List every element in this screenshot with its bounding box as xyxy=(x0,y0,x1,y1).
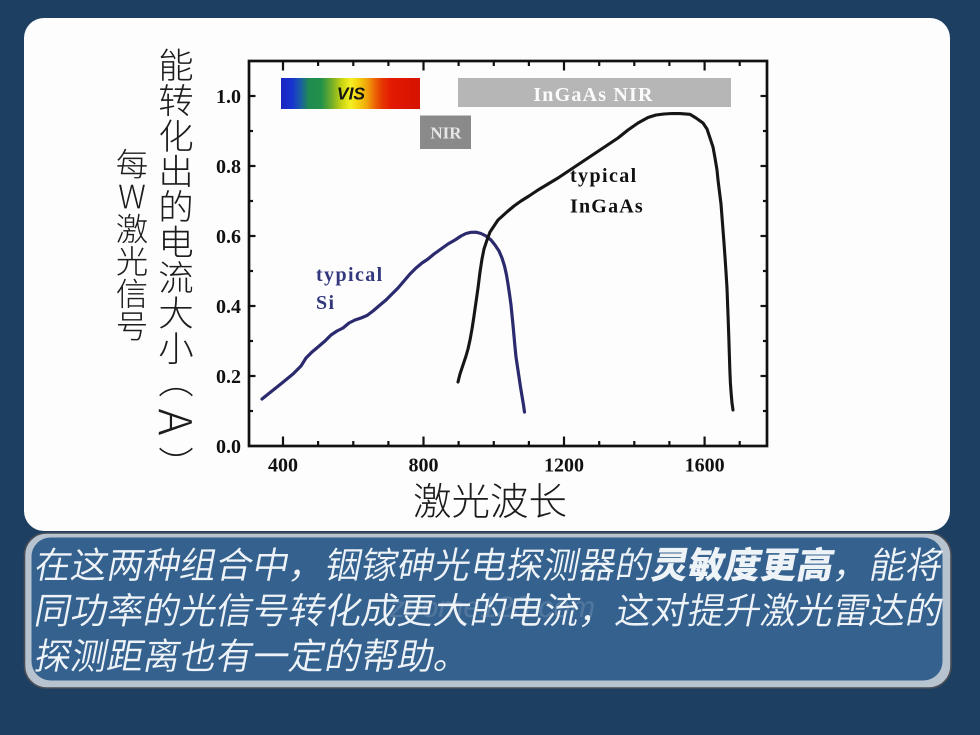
svg-text:0.0: 0.0 xyxy=(216,436,241,458)
svg-text:0.6: 0.6 xyxy=(216,226,241,248)
svg-text:InGaAs NIR: InGaAs NIR xyxy=(533,84,653,106)
svg-text:1200: 1200 xyxy=(544,455,584,477)
svg-text:1600: 1600 xyxy=(685,455,725,477)
svg-text:0.8: 0.8 xyxy=(216,156,241,178)
svg-text:Si: Si xyxy=(316,292,335,314)
svg-text:InGaAs: InGaAs xyxy=(570,196,644,218)
svg-text:400: 400 xyxy=(268,455,298,477)
svg-text:800: 800 xyxy=(409,455,439,477)
svg-text:1.0: 1.0 xyxy=(216,86,241,108)
svg-text:0.4: 0.4 xyxy=(216,296,241,318)
svg-text:VIS: VIS xyxy=(337,84,366,104)
svg-text:typical: typical xyxy=(316,264,384,286)
svg-text:0.2: 0.2 xyxy=(216,366,241,388)
svg-text:NIR: NIR xyxy=(430,124,462,143)
svg-text:typical: typical xyxy=(570,165,638,187)
